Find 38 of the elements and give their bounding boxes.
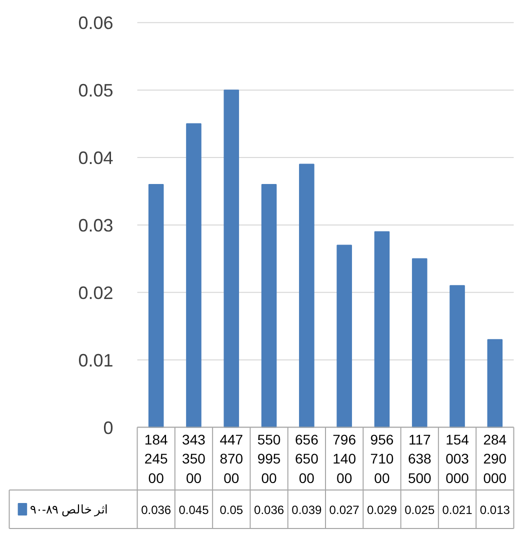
data-label: 0.039 xyxy=(292,502,322,517)
y-tick-label: 0.05 xyxy=(78,80,114,101)
x-tick-label: 34335000 xyxy=(182,431,206,486)
x-tick-label: 284290000 xyxy=(483,431,507,486)
bar xyxy=(224,90,240,428)
x-tick-label: 95671000 xyxy=(370,431,394,486)
data-label: 0.036 xyxy=(141,502,172,517)
y-tick-label: 0.04 xyxy=(78,148,114,168)
data-label: 0.027 xyxy=(329,502,360,517)
data-label: 0.05 xyxy=(220,502,244,517)
bar xyxy=(186,123,202,428)
y-tick-label: 0.02 xyxy=(78,282,114,303)
data-label: 0.029 xyxy=(366,502,398,517)
data-label: 0.036 xyxy=(254,502,284,517)
bar xyxy=(374,231,390,428)
y-tick-label: 0 xyxy=(103,418,114,438)
x-tick-label: 18424500 xyxy=(144,431,168,486)
x-tick-label: 154003000 xyxy=(446,431,470,486)
x-tick-label: 79614000 xyxy=(332,431,356,486)
data-label: 0.021 xyxy=(442,502,473,517)
bar xyxy=(148,184,164,428)
data-label: 0.013 xyxy=(480,502,510,517)
y-tick-label: 0.03 xyxy=(78,215,114,236)
bar xyxy=(261,184,277,428)
y-tick-label: 0.06 xyxy=(78,13,114,34)
x-tick-label: 117638500 xyxy=(408,431,432,486)
data-label: 0.045 xyxy=(178,502,210,517)
x-tick-label: 65665000 xyxy=(294,431,319,486)
x-tick-label: 55099500 xyxy=(257,431,281,486)
bar xyxy=(450,285,465,428)
bar xyxy=(336,244,352,428)
legend-label: اثر خالص ۸۹-۹۰ xyxy=(30,502,108,516)
bar xyxy=(487,339,503,428)
bar xyxy=(412,258,428,428)
bar xyxy=(299,164,314,428)
data-label: 0.025 xyxy=(404,502,435,517)
y-tick-label: 0.01 xyxy=(78,350,114,370)
x-tick-label: 44787000 xyxy=(220,431,244,486)
